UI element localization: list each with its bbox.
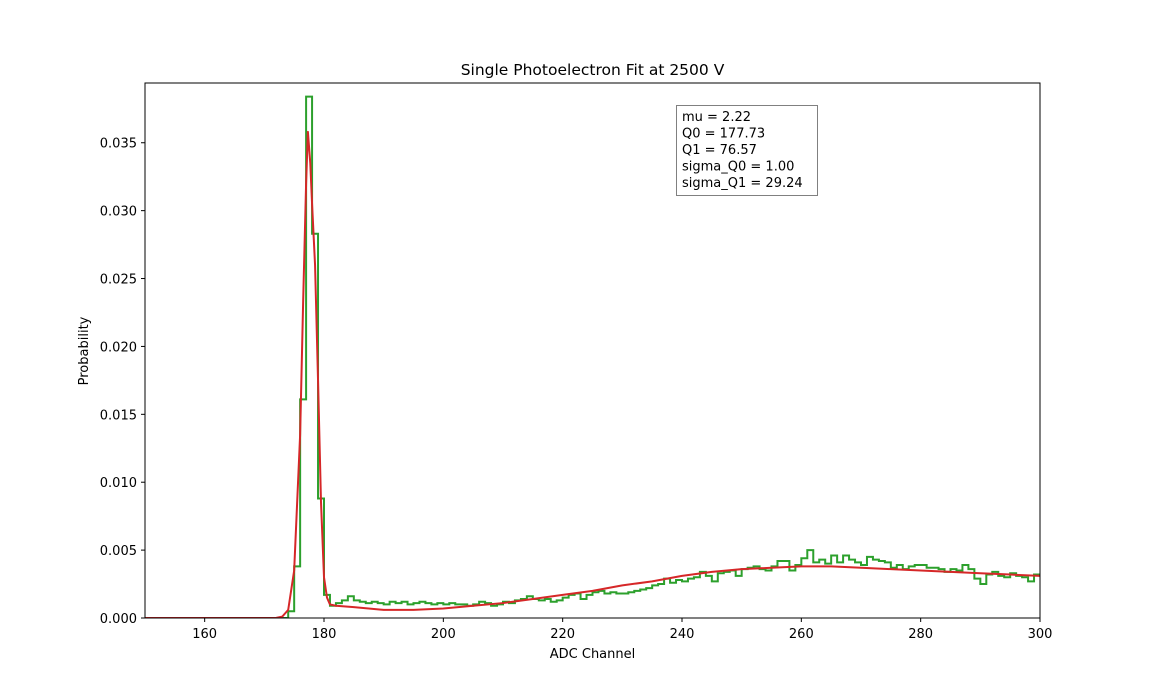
fit-param-sigma-q1: sigma_Q1 = 29.24 xyxy=(682,176,803,191)
y-tick-label: 0.030 xyxy=(100,205,137,220)
x-tick-label: 180 xyxy=(312,627,337,642)
y-axis-label: Probability xyxy=(77,316,92,385)
histogram-series xyxy=(145,95,1040,618)
x-tick-label: 300 xyxy=(1028,627,1053,642)
x-axis-ticks: 160 180 200 220 240 260 280 300 xyxy=(192,618,1052,642)
y-tick-label: 0.025 xyxy=(100,273,137,288)
x-axis-label: ADC Channel xyxy=(550,647,635,662)
x-tick-label: 260 xyxy=(789,627,814,642)
chart-title: Single Photoelectron Fit at 2500 V xyxy=(461,61,725,79)
y-tick-label: 0.000 xyxy=(100,612,137,627)
x-tick-label: 200 xyxy=(431,627,456,642)
fit-parameters-frame xyxy=(676,105,818,196)
x-tick-label: 280 xyxy=(908,627,933,642)
fit-param-sigma-q0: sigma_Q0 = 1.00 xyxy=(682,160,794,175)
fit-parameters-box: mu = 2.22 Q0 = 177.73 Q1 = 76.57 sigma_Q… xyxy=(676,105,818,196)
y-tick-label: 0.005 xyxy=(100,544,137,559)
x-tick-label: 220 xyxy=(550,627,575,642)
fit-param-q1: Q1 = 76.57 xyxy=(682,143,757,158)
fit-param-mu: mu = 2.22 xyxy=(682,110,751,125)
fit-curve-series xyxy=(145,130,1040,618)
axes-frame xyxy=(144,82,1041,619)
x-tick-label: 240 xyxy=(670,627,695,642)
y-tick-label: 0.020 xyxy=(100,340,137,355)
plot-area xyxy=(145,95,1040,618)
y-tick-label: 0.010 xyxy=(100,476,137,491)
y-tick-label: 0.015 xyxy=(100,408,137,423)
axes-border xyxy=(144,82,1041,619)
y-axis-ticks: 0.000 0.005 0.010 0.015 0.020 0.025 0.030 0.035 xyxy=(100,137,145,627)
fit-param-q0: Q0 = 177.73 xyxy=(682,127,765,142)
y-tick-label: 0.035 xyxy=(100,137,137,152)
x-tick-label: 160 xyxy=(192,627,217,642)
